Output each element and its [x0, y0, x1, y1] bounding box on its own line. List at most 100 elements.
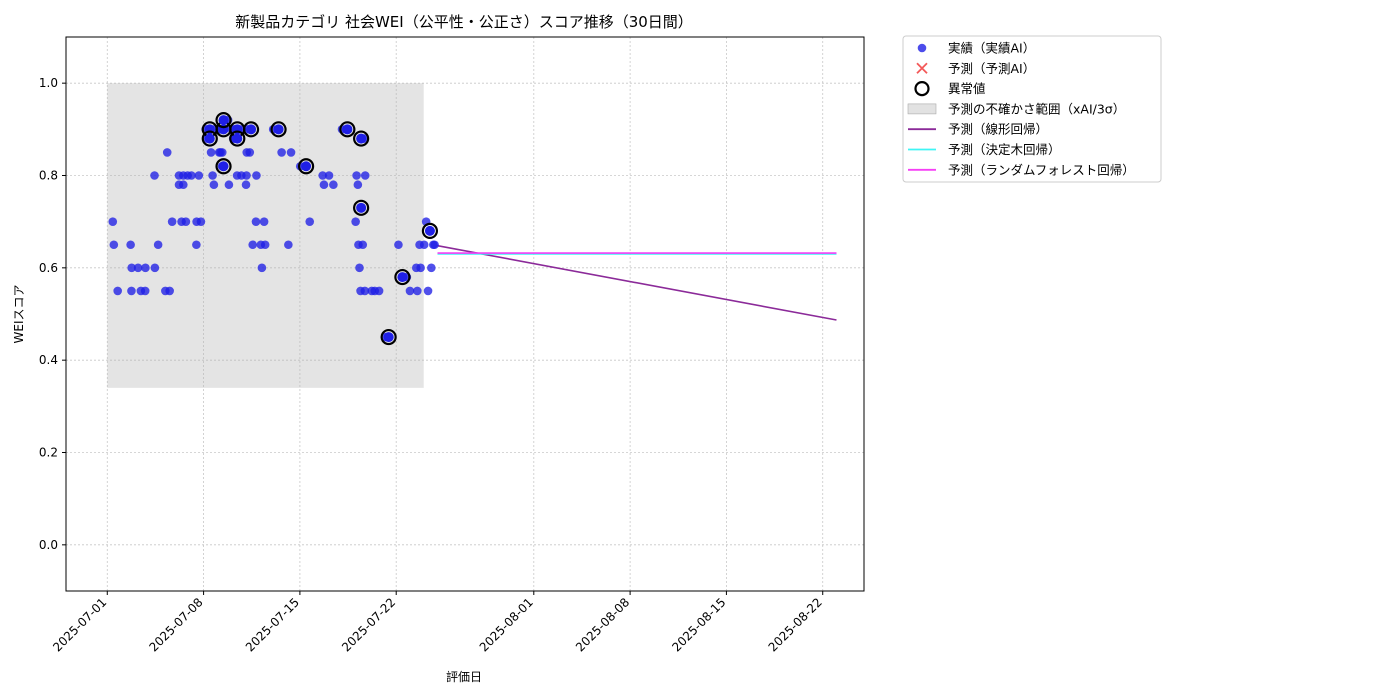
y-tick-label: 0.8 [39, 169, 58, 183]
actual-point [150, 171, 159, 180]
anomaly-core [204, 133, 215, 144]
anomaly-point [353, 130, 370, 147]
actual-point [181, 217, 191, 226]
actual-point [208, 171, 217, 180]
legend-symbol-dot [917, 43, 927, 53]
actual-point [194, 171, 204, 180]
y-tick-label: 0.2 [39, 446, 58, 460]
actual-point [192, 240, 201, 250]
actual-point [248, 240, 257, 250]
x-axis: 2025-07-01 2025-07-08 2025-07-15 2025-07-22… [50, 591, 825, 654]
actual-point [224, 180, 234, 190]
chart-title: 新製品カテゴリ 社会WEI（公平性・公正さ）スコア推移（30日間） [235, 13, 693, 31]
actual-point [179, 180, 188, 190]
x-axis-title: 評価日 [446, 669, 482, 684]
actual-point [113, 286, 122, 296]
anomaly-point [353, 199, 370, 216]
plot-frame [65, 36, 865, 592]
x-tick-label: 2025-07-01 [50, 595, 109, 654]
actual-point [252, 171, 261, 180]
actual-point [286, 148, 296, 157]
actual-point [358, 240, 368, 250]
x-tick-label: 2025-07-22 [339, 595, 398, 654]
actual-point [367, 286, 377, 296]
y-tick-label: 0.0 [39, 538, 58, 552]
legend-label: 予測（ランダムフォレスト回帰） [948, 162, 1135, 177]
uncertainty-band-layer [107, 83, 424, 388]
actual-point [153, 240, 163, 250]
actual-point [413, 286, 422, 296]
actual-point [374, 286, 384, 296]
anomaly-core [397, 272, 408, 283]
y-tick-label: 0.4 [39, 353, 58, 367]
actual-point [216, 148, 225, 157]
actual-point [305, 217, 315, 226]
actual-point [284, 240, 293, 250]
actual-point [196, 217, 206, 226]
x-tick-label: 2025-07-08 [146, 595, 205, 654]
actual-point [353, 180, 363, 190]
y-axis-title: WEIスコア [12, 285, 26, 344]
y-tick-label: 0.6 [39, 261, 58, 275]
uncertainty-band [107, 83, 424, 388]
anomaly-point [270, 121, 287, 138]
anomaly-core [424, 225, 435, 236]
y-tick-label: 1.0 [39, 76, 58, 90]
anomaly-point [215, 158, 232, 175]
anomaly-point [380, 328, 397, 346]
anomaly-core [218, 115, 229, 126]
actual-point [126, 240, 135, 250]
actual-point [140, 286, 150, 296]
x-tick-label: 2025-08-15 [669, 595, 728, 654]
anomaly-point [421, 222, 439, 239]
forecast-line-0 [437, 244, 837, 321]
anomaly-core [218, 161, 229, 172]
legend-label: 予測（予測AI） [948, 61, 1035, 76]
actual-point [241, 180, 251, 190]
actual-point [419, 240, 429, 250]
anomaly-point [215, 111, 232, 129]
plot-background [66, 37, 864, 591]
legend-label: 異常値 [948, 81, 986, 96]
anomaly-core [301, 161, 312, 172]
actual-point [416, 263, 425, 273]
actual-point [209, 180, 219, 190]
legend-symbol-cross [916, 62, 928, 74]
actual-point [318, 171, 327, 180]
x-tick-label: 2025-08-08 [573, 595, 632, 654]
legend-label: 予測の不確かさ範囲（xAI/3σ） [948, 101, 1125, 116]
actual-point [324, 171, 334, 180]
actual-point [109, 240, 119, 250]
actual-point [319, 180, 329, 190]
actual-point [141, 263, 150, 273]
anomaly-point [201, 130, 218, 147]
actual-point [423, 286, 433, 296]
anomaly-core [356, 133, 367, 144]
anomaly-core [342, 124, 353, 135]
actual-point [260, 240, 270, 250]
actual-point [360, 171, 370, 180]
actual-point [259, 217, 269, 226]
actual-point [360, 286, 370, 296]
legend-label: 予測（線形回帰） [948, 122, 1048, 137]
actual-point [167, 217, 177, 226]
actual-point [251, 217, 261, 226]
anomaly-point [242, 121, 260, 138]
legend-symbol-band [907, 103, 937, 115]
plot-area [65, 36, 865, 592]
anomaly-point [229, 130, 246, 147]
actual-point [162, 148, 172, 157]
actual-point [427, 263, 436, 273]
actual-point [108, 217, 118, 226]
actual-point [165, 286, 174, 296]
actual-point [351, 217, 360, 226]
anomaly-point [339, 121, 356, 138]
actual-point [133, 263, 143, 273]
actual-point [394, 240, 403, 250]
legend-symbol-ring [914, 80, 930, 97]
anomaly-point [394, 268, 411, 286]
legend-label: 予測（決定木回帰） [948, 142, 1061, 157]
